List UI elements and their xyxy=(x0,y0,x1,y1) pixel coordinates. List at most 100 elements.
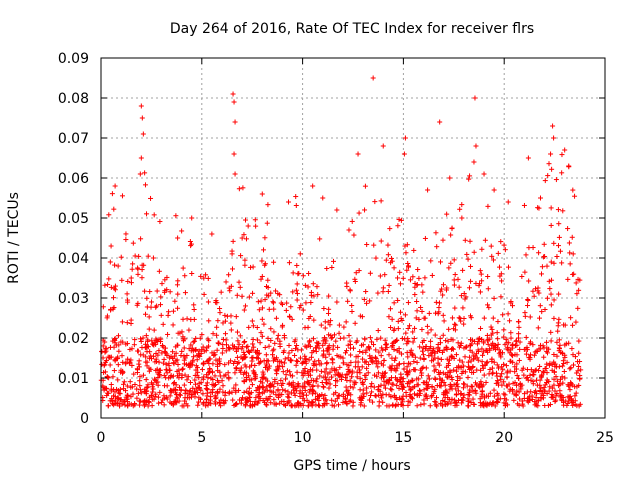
data-point xyxy=(201,360,207,366)
data-point xyxy=(425,382,431,388)
data-point xyxy=(458,318,464,324)
data-point xyxy=(320,403,326,409)
data-point xyxy=(467,387,473,393)
data-point xyxy=(244,370,250,376)
data-point xyxy=(134,386,140,392)
data-point xyxy=(382,385,388,391)
data-point xyxy=(135,348,141,354)
data-point xyxy=(313,348,319,354)
data-point xyxy=(170,388,176,394)
data-point xyxy=(496,350,502,356)
data-point xyxy=(326,332,332,338)
data-point xyxy=(360,387,366,393)
data-point xyxy=(373,361,379,367)
data-point xyxy=(157,367,163,373)
data-point xyxy=(573,390,579,396)
data-point xyxy=(162,345,168,351)
data-point xyxy=(309,400,315,406)
data-point xyxy=(411,359,417,365)
data-point xyxy=(262,399,268,405)
data-point xyxy=(414,382,420,388)
data-point xyxy=(306,270,312,276)
data-point xyxy=(108,306,114,312)
data-point xyxy=(123,231,129,237)
data-point xyxy=(190,385,196,391)
data-point xyxy=(314,343,320,349)
data-point xyxy=(243,375,249,381)
data-point xyxy=(130,261,136,267)
data-point xyxy=(293,388,299,394)
data-point xyxy=(215,363,221,369)
data-point xyxy=(447,368,453,374)
data-point xyxy=(286,394,292,400)
data-point xyxy=(111,285,117,291)
data-point xyxy=(382,272,388,278)
data-point xyxy=(394,337,400,343)
data-point xyxy=(284,300,290,306)
data-point xyxy=(428,327,434,333)
data-point xyxy=(352,276,358,282)
data-point xyxy=(108,284,114,290)
data-point xyxy=(523,252,529,258)
data-point xyxy=(395,275,401,281)
data-point xyxy=(412,354,418,360)
data-point xyxy=(403,250,409,256)
data-point xyxy=(212,393,218,399)
data-point xyxy=(308,354,314,360)
data-point xyxy=(225,370,231,376)
data-point xyxy=(350,399,356,405)
data-point xyxy=(258,298,264,304)
data-point xyxy=(105,403,111,409)
data-point xyxy=(264,387,270,393)
data-point xyxy=(186,395,192,401)
data-point xyxy=(284,368,290,374)
data-point xyxy=(201,291,207,297)
data-point xyxy=(218,289,224,295)
data-point xyxy=(317,373,323,379)
data-point xyxy=(425,384,431,390)
data-point xyxy=(302,371,308,377)
data-point xyxy=(312,358,318,364)
data-point xyxy=(196,399,202,405)
data-point xyxy=(566,240,572,246)
data-point xyxy=(149,338,155,344)
data-point xyxy=(131,342,137,348)
data-point xyxy=(304,379,310,385)
data-point xyxy=(138,103,144,109)
data-point xyxy=(264,367,270,373)
data-point xyxy=(459,215,465,221)
data-point xyxy=(156,400,162,406)
data-point xyxy=(429,358,435,364)
data-point xyxy=(364,385,370,391)
data-point xyxy=(258,330,264,336)
data-point xyxy=(444,374,450,380)
data-point xyxy=(127,379,133,385)
data-point xyxy=(288,304,294,310)
data-point xyxy=(271,306,277,312)
data-point xyxy=(568,315,574,321)
data-point xyxy=(514,373,520,379)
data-point xyxy=(329,366,335,372)
data-point xyxy=(448,260,454,266)
data-point xyxy=(526,278,532,284)
data-point xyxy=(549,277,555,283)
data-point xyxy=(227,288,233,294)
data-point xyxy=(411,247,417,253)
data-point xyxy=(445,361,451,367)
data-point xyxy=(568,365,574,371)
data-point xyxy=(226,376,232,382)
data-point xyxy=(382,370,388,376)
data-point xyxy=(139,344,145,350)
data-point xyxy=(443,344,449,350)
data-point xyxy=(407,323,413,329)
data-point xyxy=(413,315,419,321)
data-point xyxy=(360,349,366,355)
data-point xyxy=(557,248,563,254)
data-point xyxy=(146,314,152,320)
data-point xyxy=(128,394,134,400)
data-point xyxy=(253,395,259,401)
data-point xyxy=(351,345,357,351)
data-point xyxy=(152,340,158,346)
data-point xyxy=(508,330,514,336)
data-point xyxy=(182,273,188,279)
